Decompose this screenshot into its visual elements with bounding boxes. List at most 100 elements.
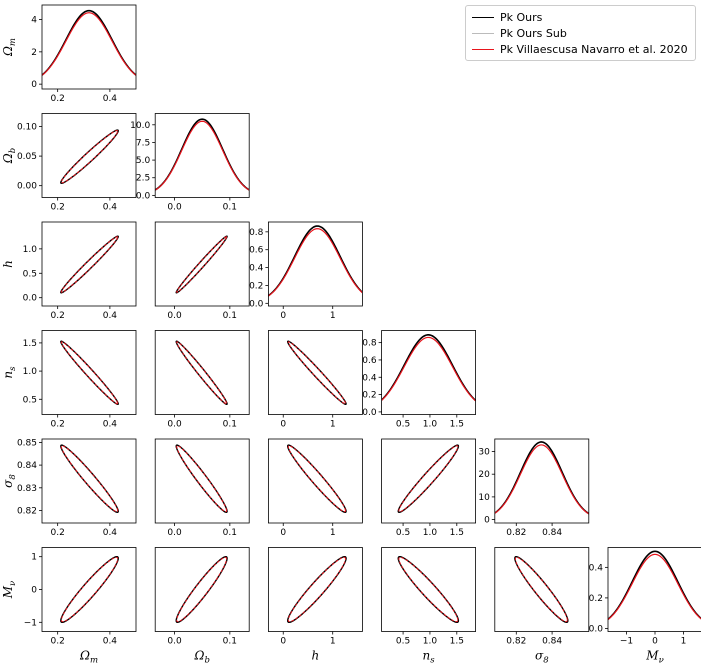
x-tick-label: 1 [330, 420, 336, 430]
panel-frame [267, 547, 363, 632]
y-tick-label: 0.8 [362, 339, 377, 349]
y-tick-label: 0.85 [17, 438, 37, 448]
curve-pk-ours-sub [494, 441, 589, 515]
ellipse-pk-ours [397, 555, 460, 624]
x-tick-label: 0.4 [103, 311, 118, 321]
ellipse-pk-villaescusa [60, 556, 119, 623]
panel-Mnu-h: 0 1h [267, 547, 363, 663]
x-tick-label: 0.5 [396, 637, 410, 647]
ellipse-pk-ours-sub [397, 556, 459, 623]
panel-frame [41, 547, 137, 632]
density-curves [268, 225, 363, 297]
ellipse-pk-villaescusa [176, 556, 228, 623]
panel-frame [41, 4, 137, 90]
x-tick-label: 0.2 [51, 203, 65, 213]
ellipse-pk-ours [175, 555, 228, 624]
curve-pk-villaescusa [42, 12, 136, 76]
x-tick-label: 1.5 [450, 637, 464, 647]
y-tick-label: 0.0 [136, 191, 151, 201]
x-tick-label: 0.84 [542, 528, 562, 538]
y-tick-label: 0 [484, 516, 490, 526]
x-tick-label: 0.82 [506, 637, 526, 647]
panel-s8-s8: 0 10 20 30 0.82 0.84 [478, 438, 590, 538]
ellipse-pk-ours [286, 340, 347, 406]
ellipse-pk-ours [286, 444, 347, 514]
x-tick-label: 0.0 [167, 420, 182, 430]
panel-frame [607, 547, 701, 632]
legend-item-pk-ours: Pk Ours [472, 9, 689, 25]
panel-h-Ob: 0.0 0.1 [154, 221, 250, 321]
x-tick-label: 0 [280, 420, 286, 430]
x-tick-label: 0.0 [167, 637, 182, 647]
panel-frame [154, 547, 250, 632]
ellipse-pk-villaescusa [398, 445, 459, 513]
ellipse-pk-villaescusa [398, 556, 459, 623]
y-axis-label-s8: σ8 [1, 474, 18, 488]
ellipse-pk-ours [175, 340, 228, 406]
x-tick-label: 0.2 [51, 528, 65, 538]
panel-frame [154, 113, 250, 198]
contour-ellipses [175, 444, 228, 514]
contour-ellipses [397, 444, 460, 514]
legend-swatch-pk-villaescusa [472, 48, 494, 50]
y-axis-label-Om: Ωm [1, 38, 18, 57]
panel-Om-Om: 0 2 4 0.2 0.4 Ωm [1, 4, 137, 104]
contour-ellipses [175, 555, 228, 624]
ellipse-pk-ours [60, 444, 119, 514]
x-axis-label-s8: σ8 [535, 649, 549, 666]
contour-ellipses [60, 555, 119, 624]
ellipse-pk-ours-sub [175, 444, 228, 513]
panel-Mnu-Mnu: 0.0 0.2 0.4 −1 0 1 Mν [589, 547, 701, 666]
panel-frame [41, 330, 137, 415]
panel-s8-Om: 0.2 0.4 0.82 0.83 0.84 0.85 σ8 [1, 438, 137, 538]
ellipse-pk-ours-sub [60, 129, 119, 184]
x-tick-label: 0.0 [167, 311, 182, 321]
y-tick-label: 0.4 [362, 373, 377, 383]
density-curves [608, 550, 701, 621]
y-tick-label: 1.5 [23, 339, 37, 349]
density-curves [155, 118, 250, 191]
panel-frame [267, 330, 363, 415]
ellipse-pk-ours-sub [175, 235, 228, 294]
ellipse-pk-villaescusa [60, 130, 119, 184]
y-tick-label: 0.4 [249, 264, 264, 274]
y-tick-label: 2.5 [136, 174, 150, 184]
panel-s8-Ob: 0.0 0.1 [154, 438, 250, 538]
ellipse-pk-ours-sub [397, 444, 459, 513]
x-tick-label: 0 [280, 311, 286, 321]
x-tick-label: −1 [620, 637, 633, 647]
x-tick-label: 1 [330, 528, 336, 538]
x-tick-label: 1.5 [450, 528, 464, 538]
panel-Mnu-Om: 0.2 0.4 −1 0 1 Mν Ωm [1, 547, 137, 666]
x-axis-label-Om: Ωm [79, 649, 98, 666]
density-curves [42, 9, 136, 76]
x-tick-label: 0.1 [223, 637, 237, 647]
ellipse-pk-villaescusa [514, 556, 568, 623]
ellipse-pk-villaescusa [60, 445, 119, 513]
x-tick-label: 0.0 [167, 203, 182, 213]
ellipse-pk-ours-sub [60, 235, 119, 294]
ellipse-pk-ours [60, 340, 119, 406]
y-axis-label-ns: ns [1, 366, 18, 379]
y-tick-label: 10 [478, 493, 490, 503]
ellipse-pk-villaescusa [60, 341, 119, 405]
y-tick-label: 0.0 [23, 294, 38, 304]
x-axis-label-h: h [312, 649, 320, 663]
x-tick-label: 0.4 [103, 203, 118, 213]
x-tick-label: 1.0 [423, 637, 438, 647]
y-axis-label-h: h [1, 260, 15, 268]
panel-frame [494, 438, 590, 524]
panel-ns-Ob: 0.0 0.1 [154, 330, 250, 430]
contour-ellipses [286, 340, 347, 406]
legend-item-pk-villaescusa: Pk Villaescusa Navarro et al. 2020 [472, 41, 689, 57]
y-tick-label: 0.82 [17, 507, 37, 517]
curve-pk-ours-sub [155, 119, 250, 191]
ellipse-pk-ours [286, 555, 347, 624]
y-tick-label: 0.5 [23, 269, 37, 279]
panel-frame [41, 113, 137, 198]
curve-pk-ours [608, 550, 701, 620]
density-curves [381, 334, 476, 402]
ellipse-pk-ours-sub [60, 340, 119, 405]
